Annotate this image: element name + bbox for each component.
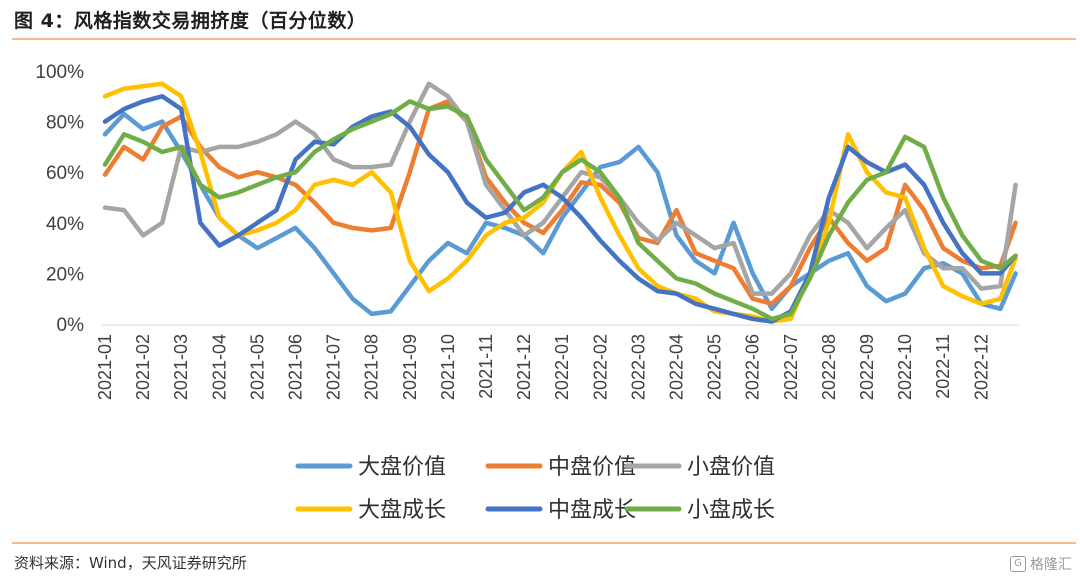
x-tick-label: 2021-10 — [438, 334, 458, 400]
watermark-text: 格隆汇 — [1030, 557, 1072, 573]
x-tick-label: 2022-12 — [971, 334, 991, 400]
x-tick-label: 2022-03 — [628, 334, 648, 400]
x-tick-label: 2021-07 — [324, 334, 344, 400]
line-chart: 0% 20% 40% 60% 80% 100% 2021-01 2021-02 2021-03… — [35, 62, 1020, 523]
x-tick-label: 2021-09 — [400, 334, 420, 400]
x-tick-label: 2022-04 — [667, 334, 687, 400]
x-tick-label: 2022-06 — [743, 334, 763, 400]
x-tick-label: 2021-05 — [247, 334, 267, 400]
x-tick-label: 2021-01 — [95, 334, 115, 400]
x-tick-label: 2022-11 — [933, 334, 953, 399]
watermark: G 格隆汇 — [1010, 554, 1072, 574]
x-tick-label: 2021-06 — [286, 334, 306, 400]
series-line-2 — [102, 99, 1018, 307]
legend-label: 大盘价值 — [358, 455, 446, 480]
watermark-logo-icon: G — [1010, 556, 1026, 572]
x-tick-label: 2021-04 — [209, 334, 229, 400]
x-tick-label: 2022-01 — [552, 334, 572, 400]
figure-title: 图 4：风格指数交易拥挤度（百分位数） — [14, 10, 367, 32]
y-tick-label: 40% — [46, 214, 84, 235]
series-line-3 — [102, 81, 1018, 296]
legend-item: 中盘价值 — [485, 455, 636, 480]
legend-item: 大盘成长 — [295, 498, 446, 523]
legend-item: 中盘成长 — [485, 498, 636, 523]
x-tick-label: 2022-08 — [819, 334, 839, 400]
legend-label: 中盘价值 — [548, 455, 636, 480]
legend-item: 小盘成长 — [624, 498, 775, 523]
x-tick-label: 2022-10 — [895, 334, 915, 400]
series-line-5 — [102, 94, 1018, 324]
legend-item: 大盘价值 — [295, 455, 446, 480]
legend-label: 小盘成长 — [687, 498, 775, 523]
source-note: 资料来源：Wind，天风证券研究所 — [14, 554, 247, 572]
x-tick-label: 2022-07 — [781, 334, 801, 400]
footer-divider — [12, 542, 1076, 544]
y-tick-label: 60% — [46, 163, 84, 184]
series-line-1 — [102, 111, 1018, 317]
x-tick-label: 2021-12 — [514, 334, 534, 400]
x-tick-label: 2021-08 — [362, 334, 382, 400]
x-tick-label: 2021-11 — [476, 334, 496, 399]
x-tick-label: 2022-05 — [705, 334, 725, 400]
y-tick-label: 80% — [46, 113, 84, 134]
y-tick-label: 20% — [46, 264, 84, 285]
legend-label: 中盘成长 — [548, 498, 636, 523]
y-tick-label: 100% — [35, 62, 84, 83]
x-tick-label: 2021-02 — [133, 334, 153, 400]
x-tick-label: 2021-03 — [171, 334, 191, 400]
legend-item: 小盘价值 — [624, 455, 775, 480]
x-tick-label: 2022-09 — [857, 334, 877, 400]
title-divider — [12, 38, 1076, 40]
legend-label: 大盘成长 — [358, 498, 446, 523]
x-tick-label: 2022-02 — [590, 334, 610, 400]
series-line-6 — [102, 99, 1018, 322]
legend-label: 小盘价值 — [687, 455, 775, 480]
y-tick-label: 0% — [57, 315, 85, 336]
